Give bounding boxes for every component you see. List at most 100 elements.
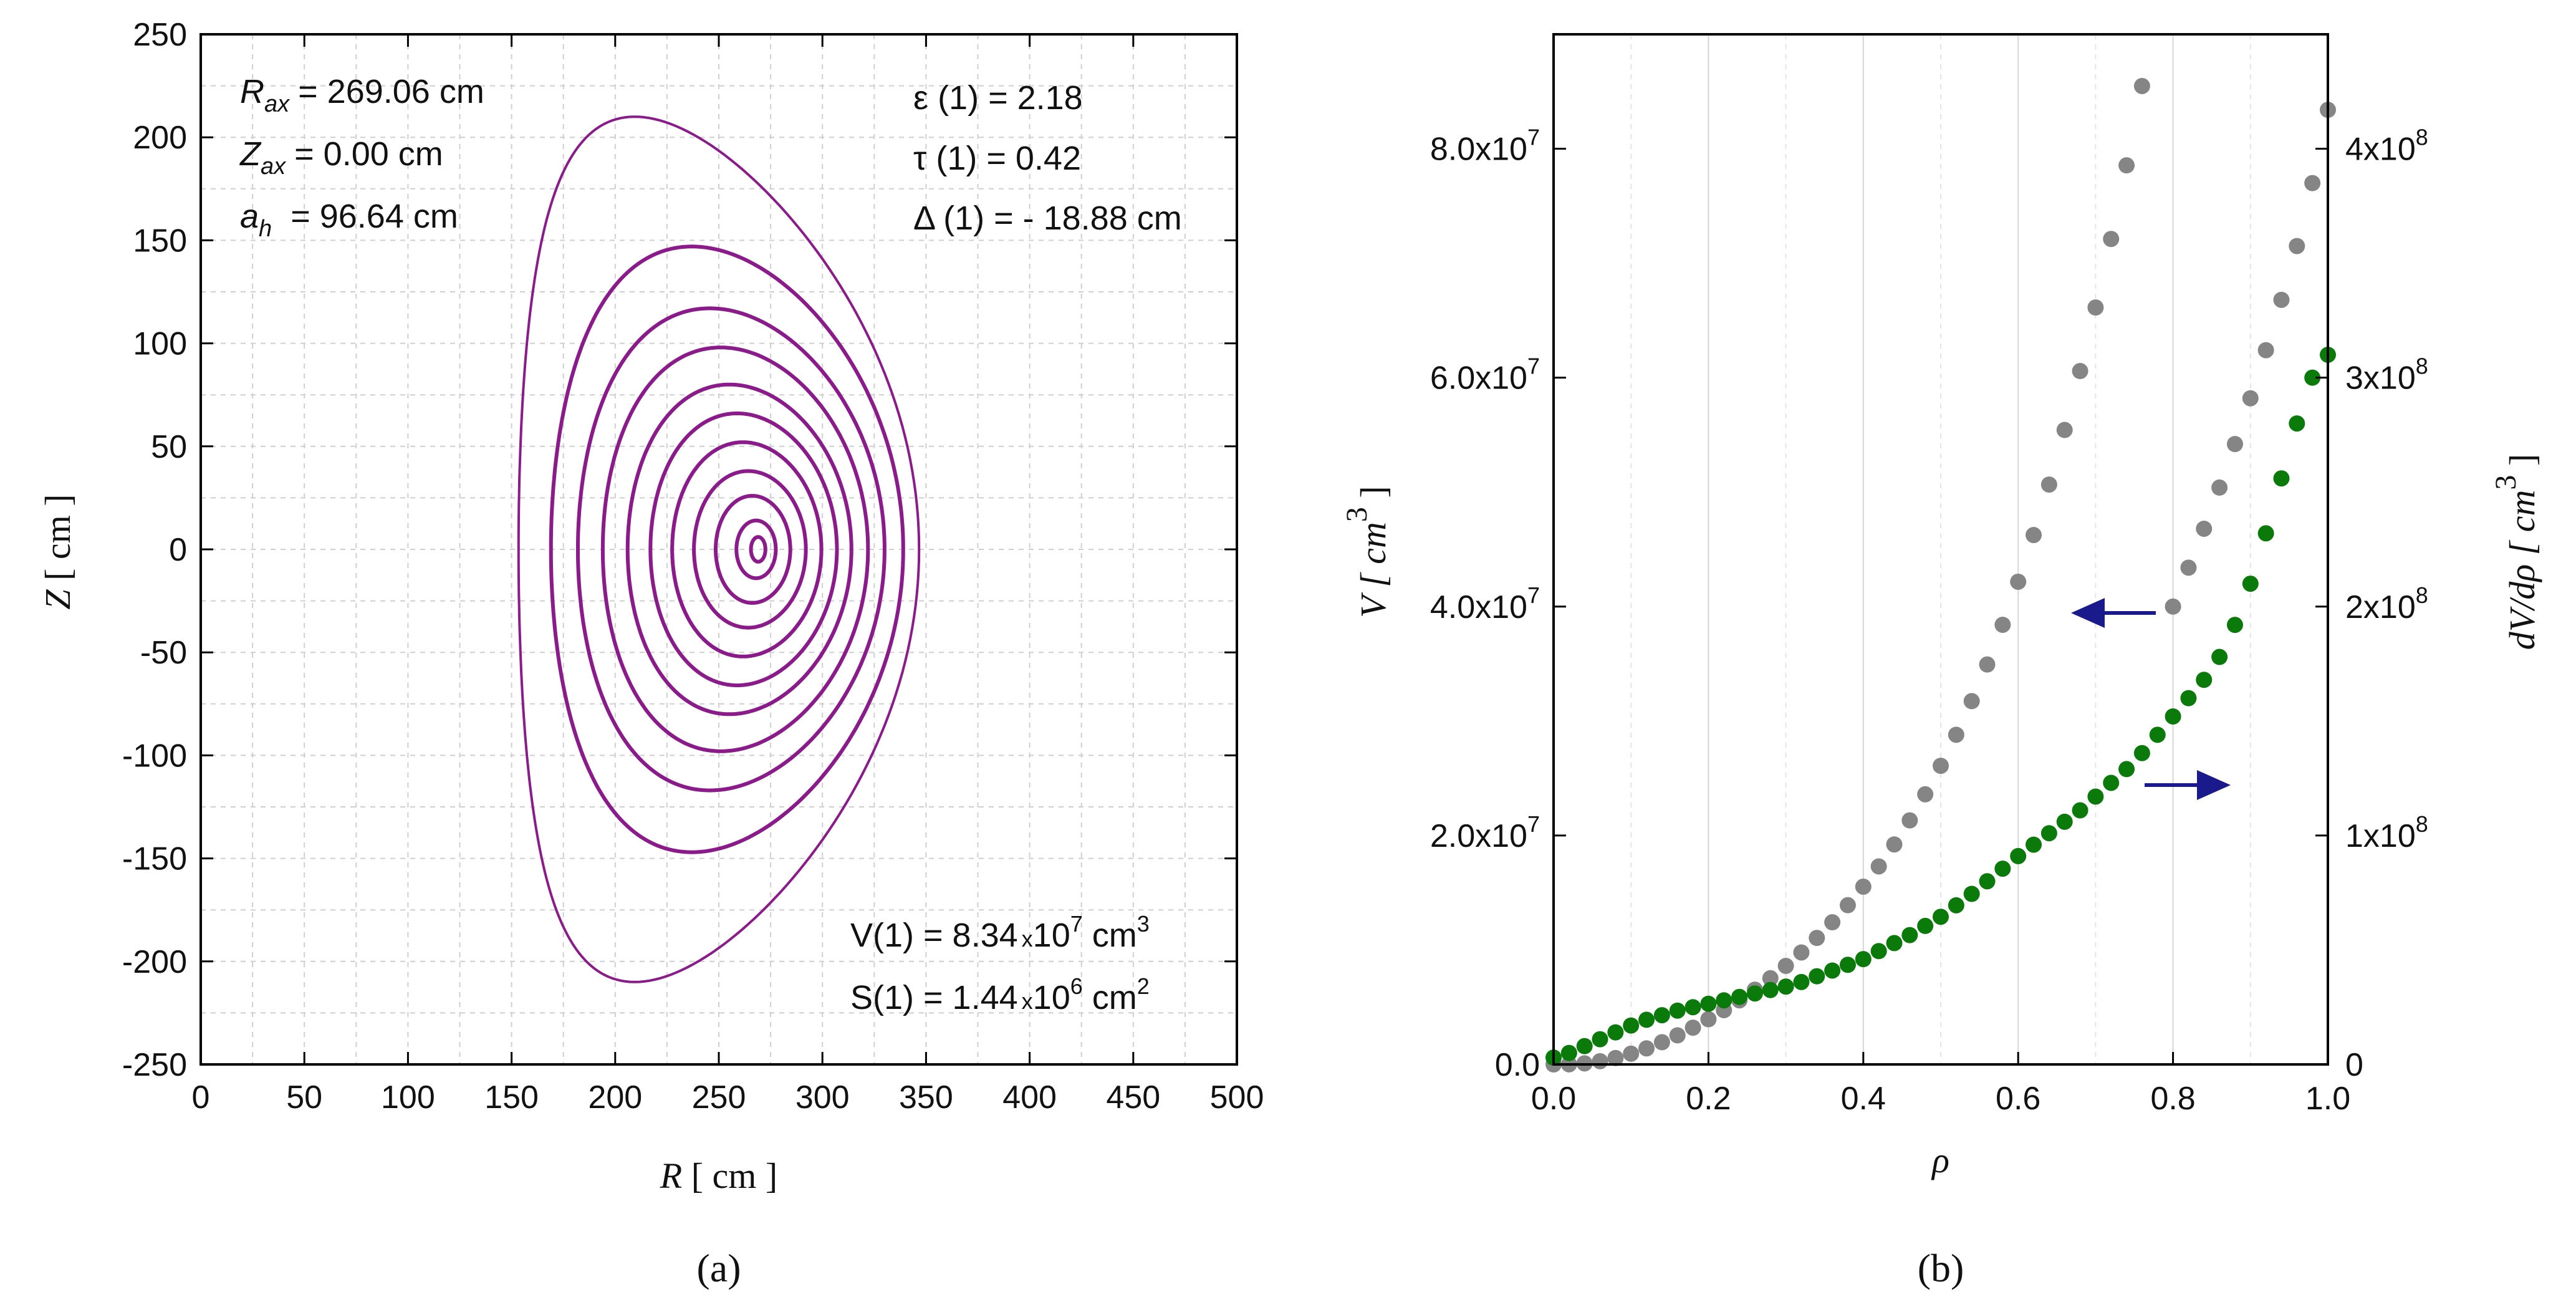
y-tick-label: 150: [133, 223, 187, 259]
dvdrho-point: [2211, 649, 2228, 665]
panel-b-xlabel: ρ: [1931, 1140, 1949, 1180]
dvdrho-point: [1607, 1024, 1624, 1041]
panel-a-grid: [200, 34, 1238, 1065]
dvdrho-point: [1731, 988, 1748, 1005]
volume-point: [2242, 390, 2259, 407]
volume-point: [1963, 693, 1980, 710]
flux-surface: [749, 535, 767, 564]
panel-b-ylabel-left: V [ cm3 ]: [1340, 486, 1393, 617]
x-tick-label: 150: [484, 1079, 539, 1116]
y-tick-label: -250: [122, 1047, 187, 1083]
dvdrho-point: [1560, 1044, 1577, 1061]
annotation-surface: S(1) = 1.44 x106 cm2: [850, 973, 1150, 1016]
x-tick-label: 450: [1106, 1079, 1160, 1116]
y-left-tick-label: 0.0: [1495, 1047, 1540, 1083]
dvdrho-point: [2118, 761, 2135, 778]
flux-surface: [734, 518, 778, 581]
y-left-tick-label: 8.0x107: [1430, 125, 1540, 168]
volume-point: [2118, 157, 2135, 174]
panel-a-xlabel-unit: [ cm ]: [691, 1155, 778, 1196]
x-tick-label: 500: [1210, 1079, 1264, 1116]
dvdrho-point: [2226, 617, 2243, 634]
flux-surface: [625, 382, 853, 716]
x-tick-label: 0: [192, 1079, 210, 1116]
volume-point: [1979, 656, 1996, 673]
volume-point: [1700, 1011, 1717, 1028]
volume-point: [1901, 812, 1918, 829]
flux-surface: [576, 306, 887, 793]
dvdrho-point: [1933, 909, 1949, 925]
y-tick-label: -50: [140, 635, 187, 671]
volume-point: [2304, 175, 2321, 191]
dvdrho-point: [1855, 951, 1872, 968]
volume-point: [2087, 299, 2104, 316]
volume-point: [1917, 786, 1934, 803]
x-tick-label: 350: [899, 1079, 953, 1116]
dvdrho-point: [2072, 802, 2088, 819]
annotation-volume: V(1) = 8.34 x107 cm3: [850, 911, 1150, 954]
y-tick-label: 250: [133, 17, 187, 53]
dvdrho-point: [2040, 825, 2057, 842]
annotation-rax: Rax = 269.06 cm: [240, 73, 484, 117]
dvdrho-point: [1716, 992, 1733, 1009]
dvdrho-point: [1886, 935, 1903, 952]
dvdrho-point: [1653, 1007, 1670, 1024]
dvdrho-point: [1979, 873, 1996, 890]
volume-point: [1638, 1040, 1655, 1057]
y-tick-label: -150: [122, 841, 187, 877]
dvdrho-point: [1777, 978, 1794, 995]
flux-surface: [714, 494, 792, 605]
volume-point: [2133, 77, 2150, 94]
dvdrho-point: [1638, 1011, 1655, 1028]
dvdrho-point: [1809, 968, 1825, 985]
volume-point: [2026, 527, 2042, 544]
x-tick-label: 50: [286, 1079, 322, 1116]
x-tick-label: 0.2: [1686, 1081, 1731, 1117]
dvdrho-point: [1576, 1038, 1593, 1054]
volume-point: [2072, 363, 2088, 380]
y-tick-label: -100: [122, 738, 187, 774]
panel-a-caption: (a): [696, 1246, 741, 1290]
flux-surface: [600, 345, 870, 753]
dvdrho-point: [1684, 999, 1701, 1016]
panel-b-frame: [1552, 33, 2329, 1066]
dvdrho-point: [1762, 981, 1779, 998]
dvdrho-point: [2180, 690, 2197, 706]
dvdrho-point: [1963, 885, 1980, 902]
y-right-tick-label: 1x108: [2345, 811, 2428, 854]
dvdrho-point: [1793, 973, 1810, 990]
dvdrho-point: [1870, 943, 1887, 960]
dvdrho-point: [2103, 774, 2120, 791]
y-tick-label: 0: [169, 532, 187, 568]
panel-a-xlabel: R [ cm ]: [660, 1155, 777, 1196]
x-tick-label: 250: [692, 1079, 746, 1116]
dvdrho-point: [1746, 985, 1763, 1002]
boundary-surface: [517, 115, 921, 983]
x-tick-label: 100: [381, 1079, 435, 1116]
annotation-delta: Δ (1) = - 18.88 cm: [913, 200, 1182, 237]
volume-point: [2040, 476, 2057, 493]
volume-point: [2010, 573, 2027, 590]
volume-point: [1762, 970, 1779, 986]
dvdrho-point: [1592, 1031, 1608, 1048]
y-tick-label: 200: [133, 120, 187, 156]
y-tick-label: 50: [151, 429, 187, 465]
volume-point: [1607, 1049, 1624, 1066]
x-tick-label: 1.0: [2305, 1081, 2350, 1117]
panel-a-ylabel-unit: [ cm ]: [37, 494, 78, 581]
dvdrho-point: [2149, 726, 2166, 743]
annotation-epsilon: ε (1) = 2.18: [913, 79, 1083, 117]
y-tick-label: -200: [122, 944, 187, 980]
annotation-tau: τ (1) = 0.42: [913, 140, 1081, 177]
panel-b: 0.0 0.2 0.4 0.6 0.8 1.0 0.0 2.0x107 4.0x107 6.0x1…: [1340, 33, 2542, 1290]
volume-point: [1870, 858, 1887, 875]
volume-point: [1653, 1034, 1670, 1051]
dvdrho-point: [2026, 836, 2042, 853]
volume-point: [1933, 758, 1949, 774]
x-tick-label: 0.8: [2150, 1081, 2195, 1117]
volume-point: [2056, 422, 2073, 438]
dvdrho-point: [1917, 917, 1934, 934]
y-right-tick-label: 3x108: [2345, 354, 2428, 397]
volume-point: [2165, 598, 2181, 615]
dvdrho-point: [2056, 813, 2073, 830]
